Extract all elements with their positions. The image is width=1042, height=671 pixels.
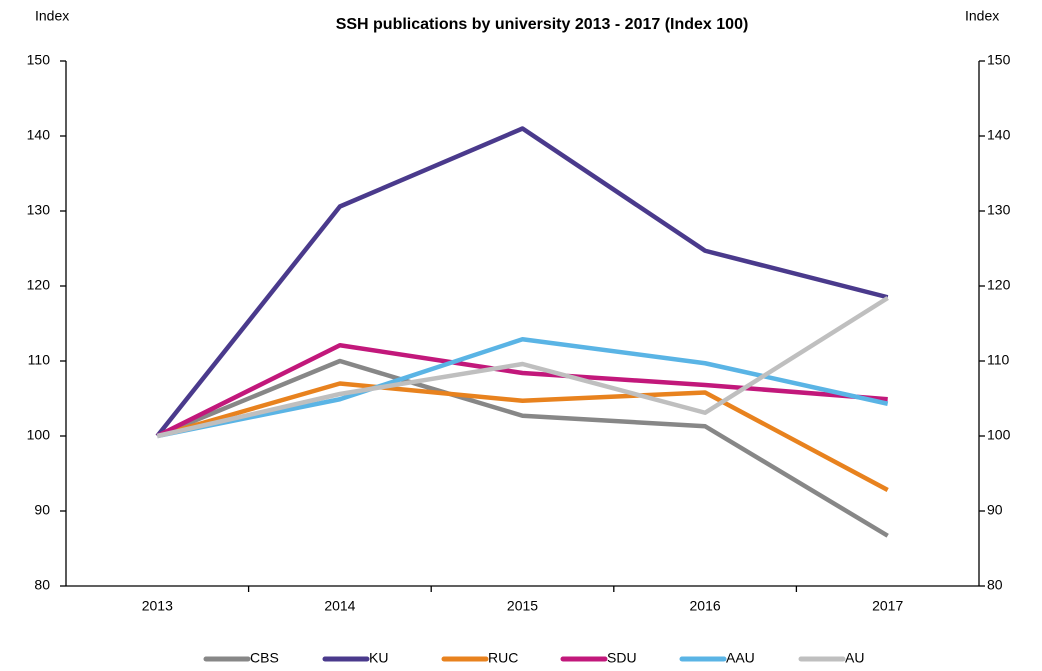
legend-label: CBS (250, 650, 279, 666)
y-tick-label: 110 (28, 352, 51, 368)
series-line (156, 343, 888, 439)
x-tick-label: 2017 (872, 598, 903, 614)
y-tick-label: 100 (27, 427, 51, 443)
legend-label: AU (845, 650, 864, 666)
chart-title: SSH publications by university 2013 - 20… (336, 16, 749, 33)
x-tick-label: 2015 (507, 598, 538, 614)
legend-label: AAU (726, 650, 755, 666)
y2-tick-label: 80 (987, 577, 1003, 593)
y-tick-label: 140 (27, 127, 51, 143)
y-tick-label: 90 (34, 502, 50, 518)
series-line (155, 126, 889, 438)
y2-axis-label: Index (965, 8, 999, 24)
y2-tick-label: 110 (987, 352, 1010, 368)
y2-tick-label: 130 (987, 202, 1011, 218)
series-line (156, 358, 889, 538)
y2-tick-label: 120 (987, 277, 1011, 293)
series-line (156, 337, 889, 439)
y-tick-label: 130 (27, 202, 51, 218)
x-tick-label: 2014 (324, 598, 355, 614)
y2-tick-label: 90 (987, 502, 1003, 518)
series-line (156, 381, 889, 492)
y2-tick-label: 150 (987, 52, 1011, 68)
x-tick-label: 2013 (142, 598, 173, 614)
y-tick-label: 120 (27, 277, 51, 293)
legend-label: RUC (488, 650, 518, 666)
y2-tick-label: 100 (987, 427, 1011, 443)
series-line (156, 296, 889, 439)
y-axis-label: Index (35, 8, 69, 24)
legend-label: SDU (607, 650, 637, 666)
x-tick-label: 2016 (690, 598, 721, 614)
legend-label: KU (369, 650, 388, 666)
y-tick-label: 150 (27, 52, 51, 68)
y2-tick-label: 140 (987, 127, 1011, 143)
y-tick-label: 80 (34, 577, 50, 593)
